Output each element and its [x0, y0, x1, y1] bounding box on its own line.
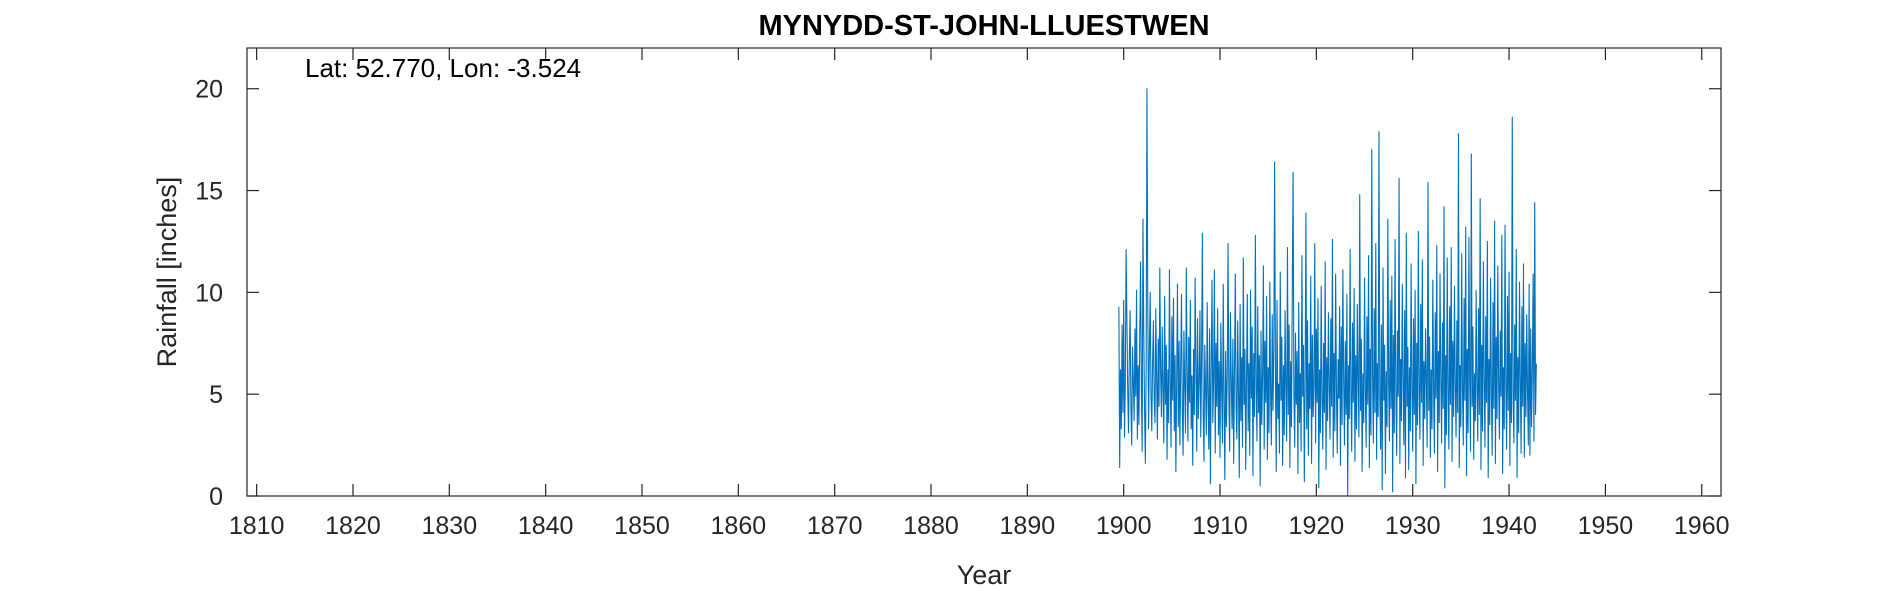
x-tick-label: 1820: [325, 512, 381, 540]
chart-title: MYNYDD-ST-JOHN-LLUESTWEN: [758, 10, 1209, 42]
x-tick-label: 1840: [518, 512, 574, 540]
x-tick-label: 1810: [229, 512, 285, 540]
data-layer: [1118, 88, 1537, 497]
plot-box: [246, 47, 1722, 497]
x-tick-label: 1960: [1674, 512, 1730, 540]
location-annotation: Lat: 52.770, Lon: -3.524: [305, 53, 581, 83]
x-tick-label: 1850: [614, 512, 670, 540]
x-tick-label: 1860: [711, 512, 767, 540]
x-axis-label: Year: [957, 560, 1012, 590]
x-tick-label: 1870: [807, 512, 863, 540]
x-tick-label: 1920: [1289, 512, 1345, 540]
y-tick-label: 10: [195, 279, 223, 307]
plot-area: [247, 48, 1721, 496]
y-tick-label: 15: [195, 178, 223, 206]
y-tick-label: 20: [195, 76, 223, 104]
y-tick-label: 5: [209, 381, 223, 409]
x-tick-label: 1830: [422, 512, 478, 540]
x-tick-label: 1910: [1192, 512, 1248, 540]
x-tick-label: 1890: [1000, 512, 1056, 540]
x-tick-label: 1900: [1096, 512, 1152, 540]
x-tick-label: 1940: [1481, 512, 1537, 540]
axis-ticks: 1810 1820 1830 1840 1850 1860 1870 1880 1890 1900…: [195, 48, 1730, 540]
y-axis-label: Rainfall [inches]: [152, 177, 182, 368]
rainfall-series-line: [1118, 88, 1537, 497]
y-tick-label: 0: [209, 483, 223, 511]
x-tick-label: 1880: [903, 512, 959, 540]
x-tick-label: 1950: [1578, 512, 1634, 540]
x-tick-label: 1930: [1385, 512, 1441, 540]
